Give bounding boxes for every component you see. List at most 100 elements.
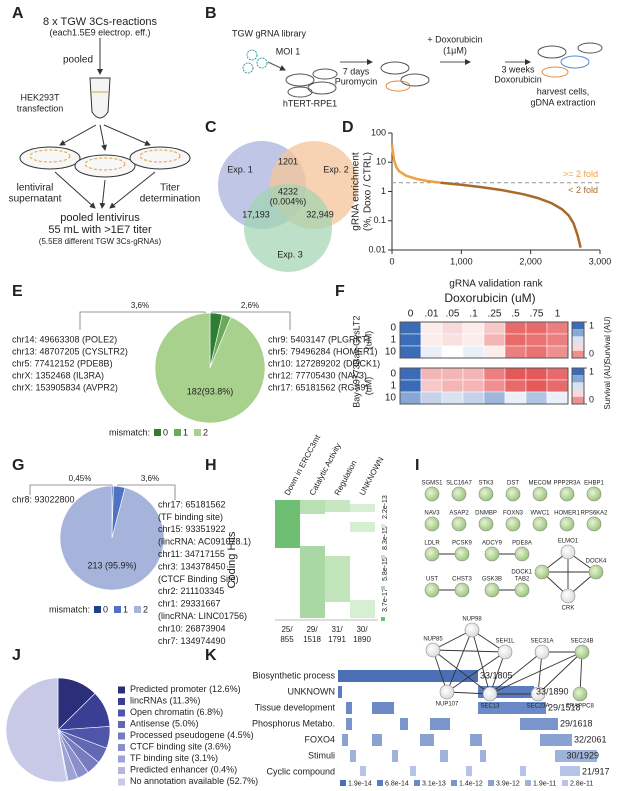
gene-label: SEH1L bbox=[495, 639, 515, 645]
network-edge bbox=[471, 629, 491, 695]
column-label: .05 bbox=[446, 309, 460, 320]
gene-node bbox=[451, 516, 467, 532]
total: 1791 bbox=[328, 635, 346, 644]
region-count: 1201 bbox=[278, 156, 298, 166]
legend-swatch bbox=[451, 780, 457, 786]
heat-cell bbox=[504, 391, 527, 405]
row-label: 0 bbox=[390, 369, 396, 380]
row-label: 1 bbox=[390, 381, 396, 392]
gene-label: CRK bbox=[562, 606, 575, 612]
pvalue: 1.9e-14 bbox=[348, 780, 372, 787]
count: 30/ bbox=[356, 625, 368, 634]
heat-cell bbox=[483, 391, 506, 405]
legend-swatch bbox=[94, 606, 101, 613]
count: 31/ bbox=[331, 625, 343, 634]
locus: chr17: 65181562 (RGS9) bbox=[268, 382, 369, 392]
total: 855 bbox=[280, 635, 294, 644]
gene-label: NUP107 bbox=[436, 702, 459, 708]
workflow-text: MOI 1 bbox=[276, 46, 301, 56]
set-label: Exp. 1 bbox=[227, 164, 253, 174]
heat-cell bbox=[399, 345, 422, 359]
gene-node bbox=[532, 486, 548, 502]
legend-swatch bbox=[118, 778, 125, 786]
colorbar-step bbox=[572, 382, 584, 390]
heat-cell bbox=[462, 391, 485, 405]
legend-label: 0 bbox=[103, 604, 108, 614]
row-label: 10 bbox=[385, 347, 397, 358]
legend-label: Predicted promoter (12.6%) bbox=[130, 684, 241, 694]
region-count: 4232 bbox=[278, 186, 298, 196]
gene-node bbox=[478, 516, 494, 532]
gene-node bbox=[559, 486, 575, 502]
y-tick-label: 0.01 bbox=[368, 244, 386, 254]
gene-node bbox=[424, 516, 440, 532]
panel-letter: K bbox=[205, 647, 217, 664]
legend-label: Antisense (5.0%) bbox=[130, 719, 199, 729]
y-tick-label: 10 bbox=[376, 157, 386, 167]
legend-name: Open chromatin bbox=[130, 707, 194, 717]
colorbar-frame bbox=[571, 321, 585, 359]
heatmap-title: Doxorubicin (uM) bbox=[444, 291, 535, 305]
locus: (CTCF Binding Site) bbox=[158, 574, 239, 584]
heat-cell bbox=[483, 367, 506, 381]
pvalue: 1.4e-12 bbox=[459, 780, 483, 787]
locus: chr17: 65181562 bbox=[158, 499, 226, 509]
count: 33/1805 bbox=[480, 670, 513, 680]
column-label: .25 bbox=[488, 309, 502, 320]
legend-label: Predicted enhancer (0.4%) bbox=[130, 765, 237, 775]
panel-letter: A bbox=[12, 5, 24, 22]
gene-node bbox=[454, 546, 470, 562]
locus: (lincRNA: LINC01756) bbox=[158, 611, 247, 621]
x-tick-label: 3,000 bbox=[589, 256, 612, 266]
locus: chr15: 93351922 bbox=[158, 524, 226, 534]
y-axis-label: (%, Doxo / CTRL) bbox=[363, 152, 374, 231]
gene-node bbox=[424, 486, 440, 502]
colorbar-step bbox=[572, 350, 584, 358]
gene-node bbox=[451, 486, 467, 502]
locus: chrX: 1352468 (IL3RA) bbox=[12, 370, 104, 380]
network-edge bbox=[432, 649, 506, 653]
legend-swatch bbox=[118, 755, 125, 763]
panel-letter: I bbox=[415, 457, 419, 474]
y-tick-label: 0.1 bbox=[373, 215, 386, 225]
y-axis-label: Coding Hits bbox=[226, 531, 238, 588]
legend-swatch bbox=[118, 709, 125, 717]
count: 29/1518 bbox=[548, 702, 581, 712]
pie-slice bbox=[59, 485, 165, 591]
panel-letter: H bbox=[205, 457, 217, 474]
heat-cell bbox=[399, 321, 422, 335]
panel-letter: B bbox=[205, 5, 217, 22]
curve bbox=[390, 144, 441, 184]
count: 29/1618 bbox=[560, 718, 593, 728]
column-label: .5 bbox=[511, 309, 520, 320]
heat-cell bbox=[420, 367, 443, 381]
gene-node bbox=[532, 516, 548, 532]
legend-name: Predicted promoter bbox=[130, 684, 207, 694]
panel-a-art bbox=[19, 38, 191, 209]
gene-label: EHBP1 bbox=[584, 481, 604, 487]
locus: chr9: 5403147 (PLGRKT) bbox=[268, 334, 370, 344]
column-label: .75 bbox=[530, 309, 544, 320]
legend-swatch bbox=[194, 429, 201, 436]
colorbar-step bbox=[572, 368, 584, 376]
legend-label: CTCF binding site (3.6%) bbox=[130, 742, 231, 752]
legend-label: 2 bbox=[203, 427, 208, 437]
workflow-text: gDNA extraction bbox=[530, 97, 595, 107]
pvalue: 5.8e-15 bbox=[382, 557, 389, 581]
gene-node bbox=[530, 686, 546, 702]
panel-letter: F bbox=[335, 283, 345, 300]
heat-cell bbox=[525, 321, 548, 335]
gene-node bbox=[505, 486, 521, 502]
network-edge bbox=[432, 649, 448, 693]
pvalue-swatch bbox=[381, 555, 385, 559]
colorbar-step bbox=[572, 322, 584, 330]
column-label: UNKNOWN bbox=[358, 455, 386, 497]
column-label: 1 bbox=[555, 309, 561, 320]
pvalue: 1.9e-11 bbox=[533, 780, 556, 787]
gene-node bbox=[425, 642, 441, 658]
protocol-text: lentiviral bbox=[17, 183, 54, 194]
heat-cell bbox=[504, 367, 527, 381]
gene-node bbox=[424, 582, 440, 598]
locus: chr1: 29331667 bbox=[158, 599, 221, 609]
pvalue: 2.2e-13 bbox=[382, 495, 389, 519]
